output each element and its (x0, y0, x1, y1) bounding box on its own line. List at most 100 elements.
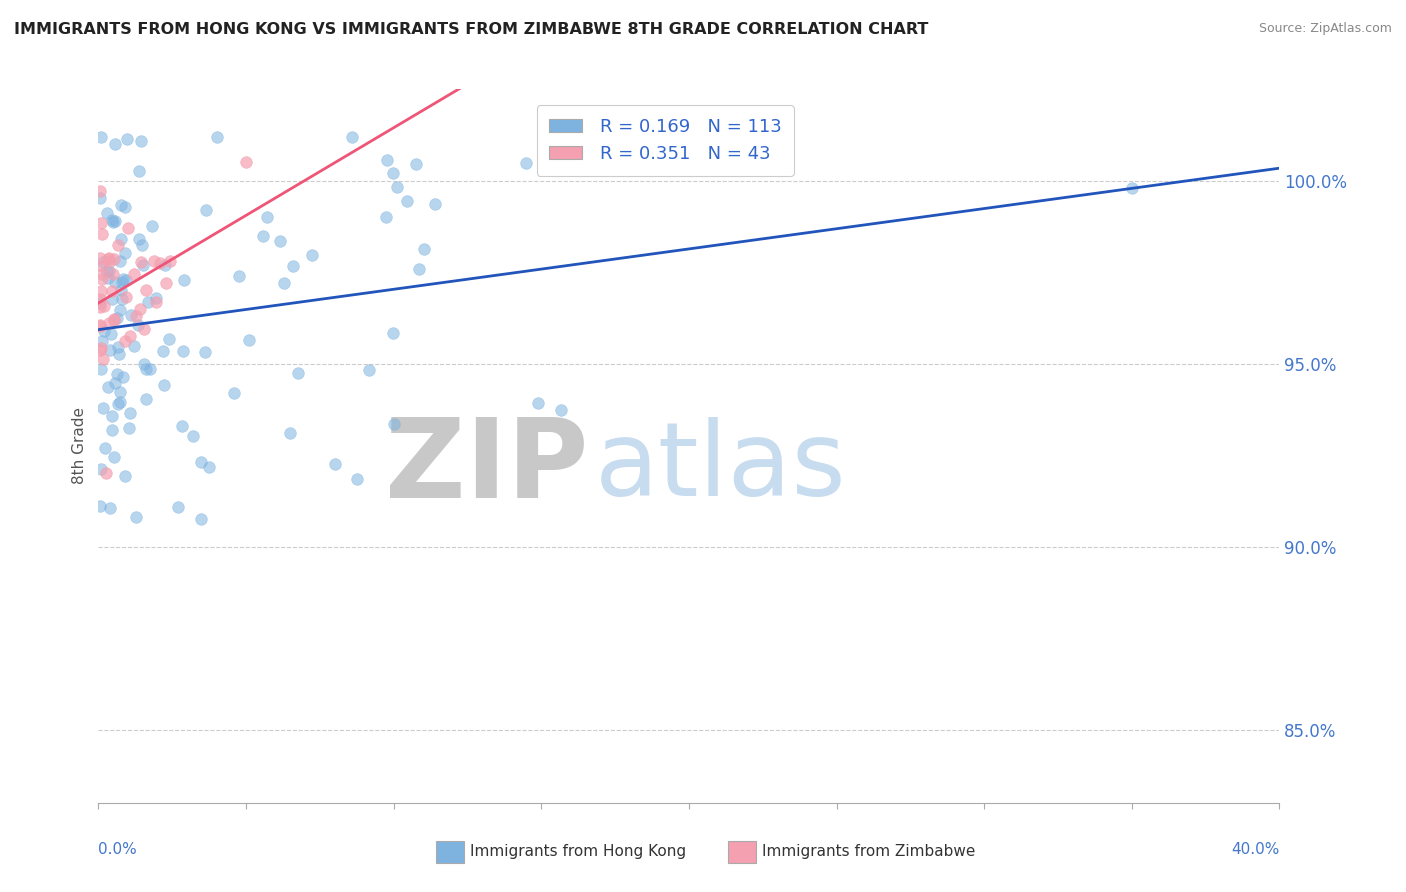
Point (107, 310, 129, 325)
Point (1121, 181, 1143, 195)
Point (128, 232, 150, 246)
Point (104, 214, 127, 228)
Point (346, 472, 368, 486)
Point (387, 180, 409, 194)
Point (89, 184, 111, 198)
Point (89, 251, 111, 265)
Point (139, 361, 162, 376)
Point (100, 212, 122, 227)
Point (93, 254, 115, 268)
Text: ZIP: ZIP (385, 414, 589, 521)
Point (159, 253, 181, 268)
Point (89, 301, 111, 315)
Point (90, 361, 112, 376)
Text: 40.0%: 40.0% (1232, 842, 1279, 856)
Point (134, 322, 156, 336)
Point (90, 341, 112, 355)
Point (135, 392, 157, 407)
Point (190, 512, 212, 526)
Point (98, 501, 121, 516)
Point (235, 155, 257, 169)
Point (101, 409, 124, 424)
Point (152, 377, 174, 392)
Point (115, 132, 138, 146)
Point (135, 283, 157, 297)
Point (118, 328, 141, 343)
Point (90, 267, 112, 281)
Point (172, 419, 194, 434)
Point (100, 284, 122, 298)
Point (97, 251, 120, 265)
Point (90, 129, 112, 144)
Point (136, 295, 159, 310)
Point (110, 395, 132, 409)
Point (149, 256, 172, 270)
Point (127, 318, 149, 332)
Point (89, 343, 111, 357)
Point (103, 450, 125, 464)
Point (93, 351, 115, 366)
Point (124, 309, 146, 323)
Point (122, 267, 145, 281)
Point (381, 326, 404, 340)
Point (228, 268, 250, 283)
Point (89, 318, 111, 332)
Point (375, 210, 398, 224)
Point (93, 299, 115, 313)
Point (89, 318, 111, 333)
Point (283, 259, 305, 273)
Point (100, 423, 122, 437)
Point (108, 254, 131, 268)
Point (412, 243, 434, 257)
Point (256, 210, 278, 224)
Point (94, 442, 117, 456)
Point (89, 292, 111, 306)
Point (167, 500, 190, 515)
Point (107, 238, 129, 252)
Point (104, 136, 127, 151)
Point (89, 191, 111, 205)
Point (98, 263, 121, 277)
Point (96, 205, 118, 219)
Point (96, 264, 118, 278)
Point (110, 198, 132, 212)
Point (114, 469, 136, 483)
Point (131, 237, 153, 252)
Point (359, 363, 381, 377)
Point (114, 273, 136, 287)
Point (103, 376, 125, 390)
Text: Source: ZipAtlas.com: Source: ZipAtlas.com (1258, 22, 1392, 36)
Point (238, 333, 260, 347)
Point (93, 401, 115, 415)
Point (527, 396, 550, 410)
Point (120, 309, 142, 323)
Point (104, 275, 127, 289)
Point (382, 417, 405, 432)
Point (100, 326, 122, 341)
Point (114, 200, 136, 214)
Point (114, 290, 136, 304)
Point (129, 134, 152, 148)
Point (269, 234, 291, 248)
Point (423, 196, 446, 211)
Point (301, 248, 323, 262)
Point (197, 460, 219, 475)
Point (159, 332, 181, 346)
Point (152, 343, 174, 358)
Point (91, 259, 114, 273)
Point (273, 276, 295, 290)
Point (120, 406, 142, 420)
Point (108, 347, 131, 361)
Point (91, 227, 114, 241)
Point (103, 311, 125, 326)
Point (100, 292, 122, 306)
Point (97, 380, 120, 394)
Point (145, 294, 167, 309)
Point (93, 324, 115, 338)
Point (205, 129, 228, 144)
Point (89, 296, 111, 310)
Point (132, 358, 155, 372)
Point (125, 510, 148, 524)
Point (94, 467, 117, 481)
Point (90, 285, 112, 299)
